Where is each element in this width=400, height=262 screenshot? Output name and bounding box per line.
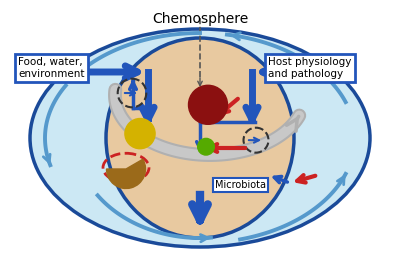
Text: Microbiota: Microbiota — [215, 180, 266, 190]
Ellipse shape — [30, 29, 370, 247]
Circle shape — [198, 138, 214, 155]
Text: Chemosphere: Chemosphere — [152, 12, 248, 26]
Wedge shape — [106, 159, 146, 188]
Circle shape — [188, 85, 228, 124]
Circle shape — [125, 118, 155, 149]
Ellipse shape — [106, 38, 294, 238]
Text: Host physiology
and pathology: Host physiology and pathology — [268, 57, 351, 79]
Text: Food, water,
environment: Food, water, environment — [18, 57, 84, 79]
